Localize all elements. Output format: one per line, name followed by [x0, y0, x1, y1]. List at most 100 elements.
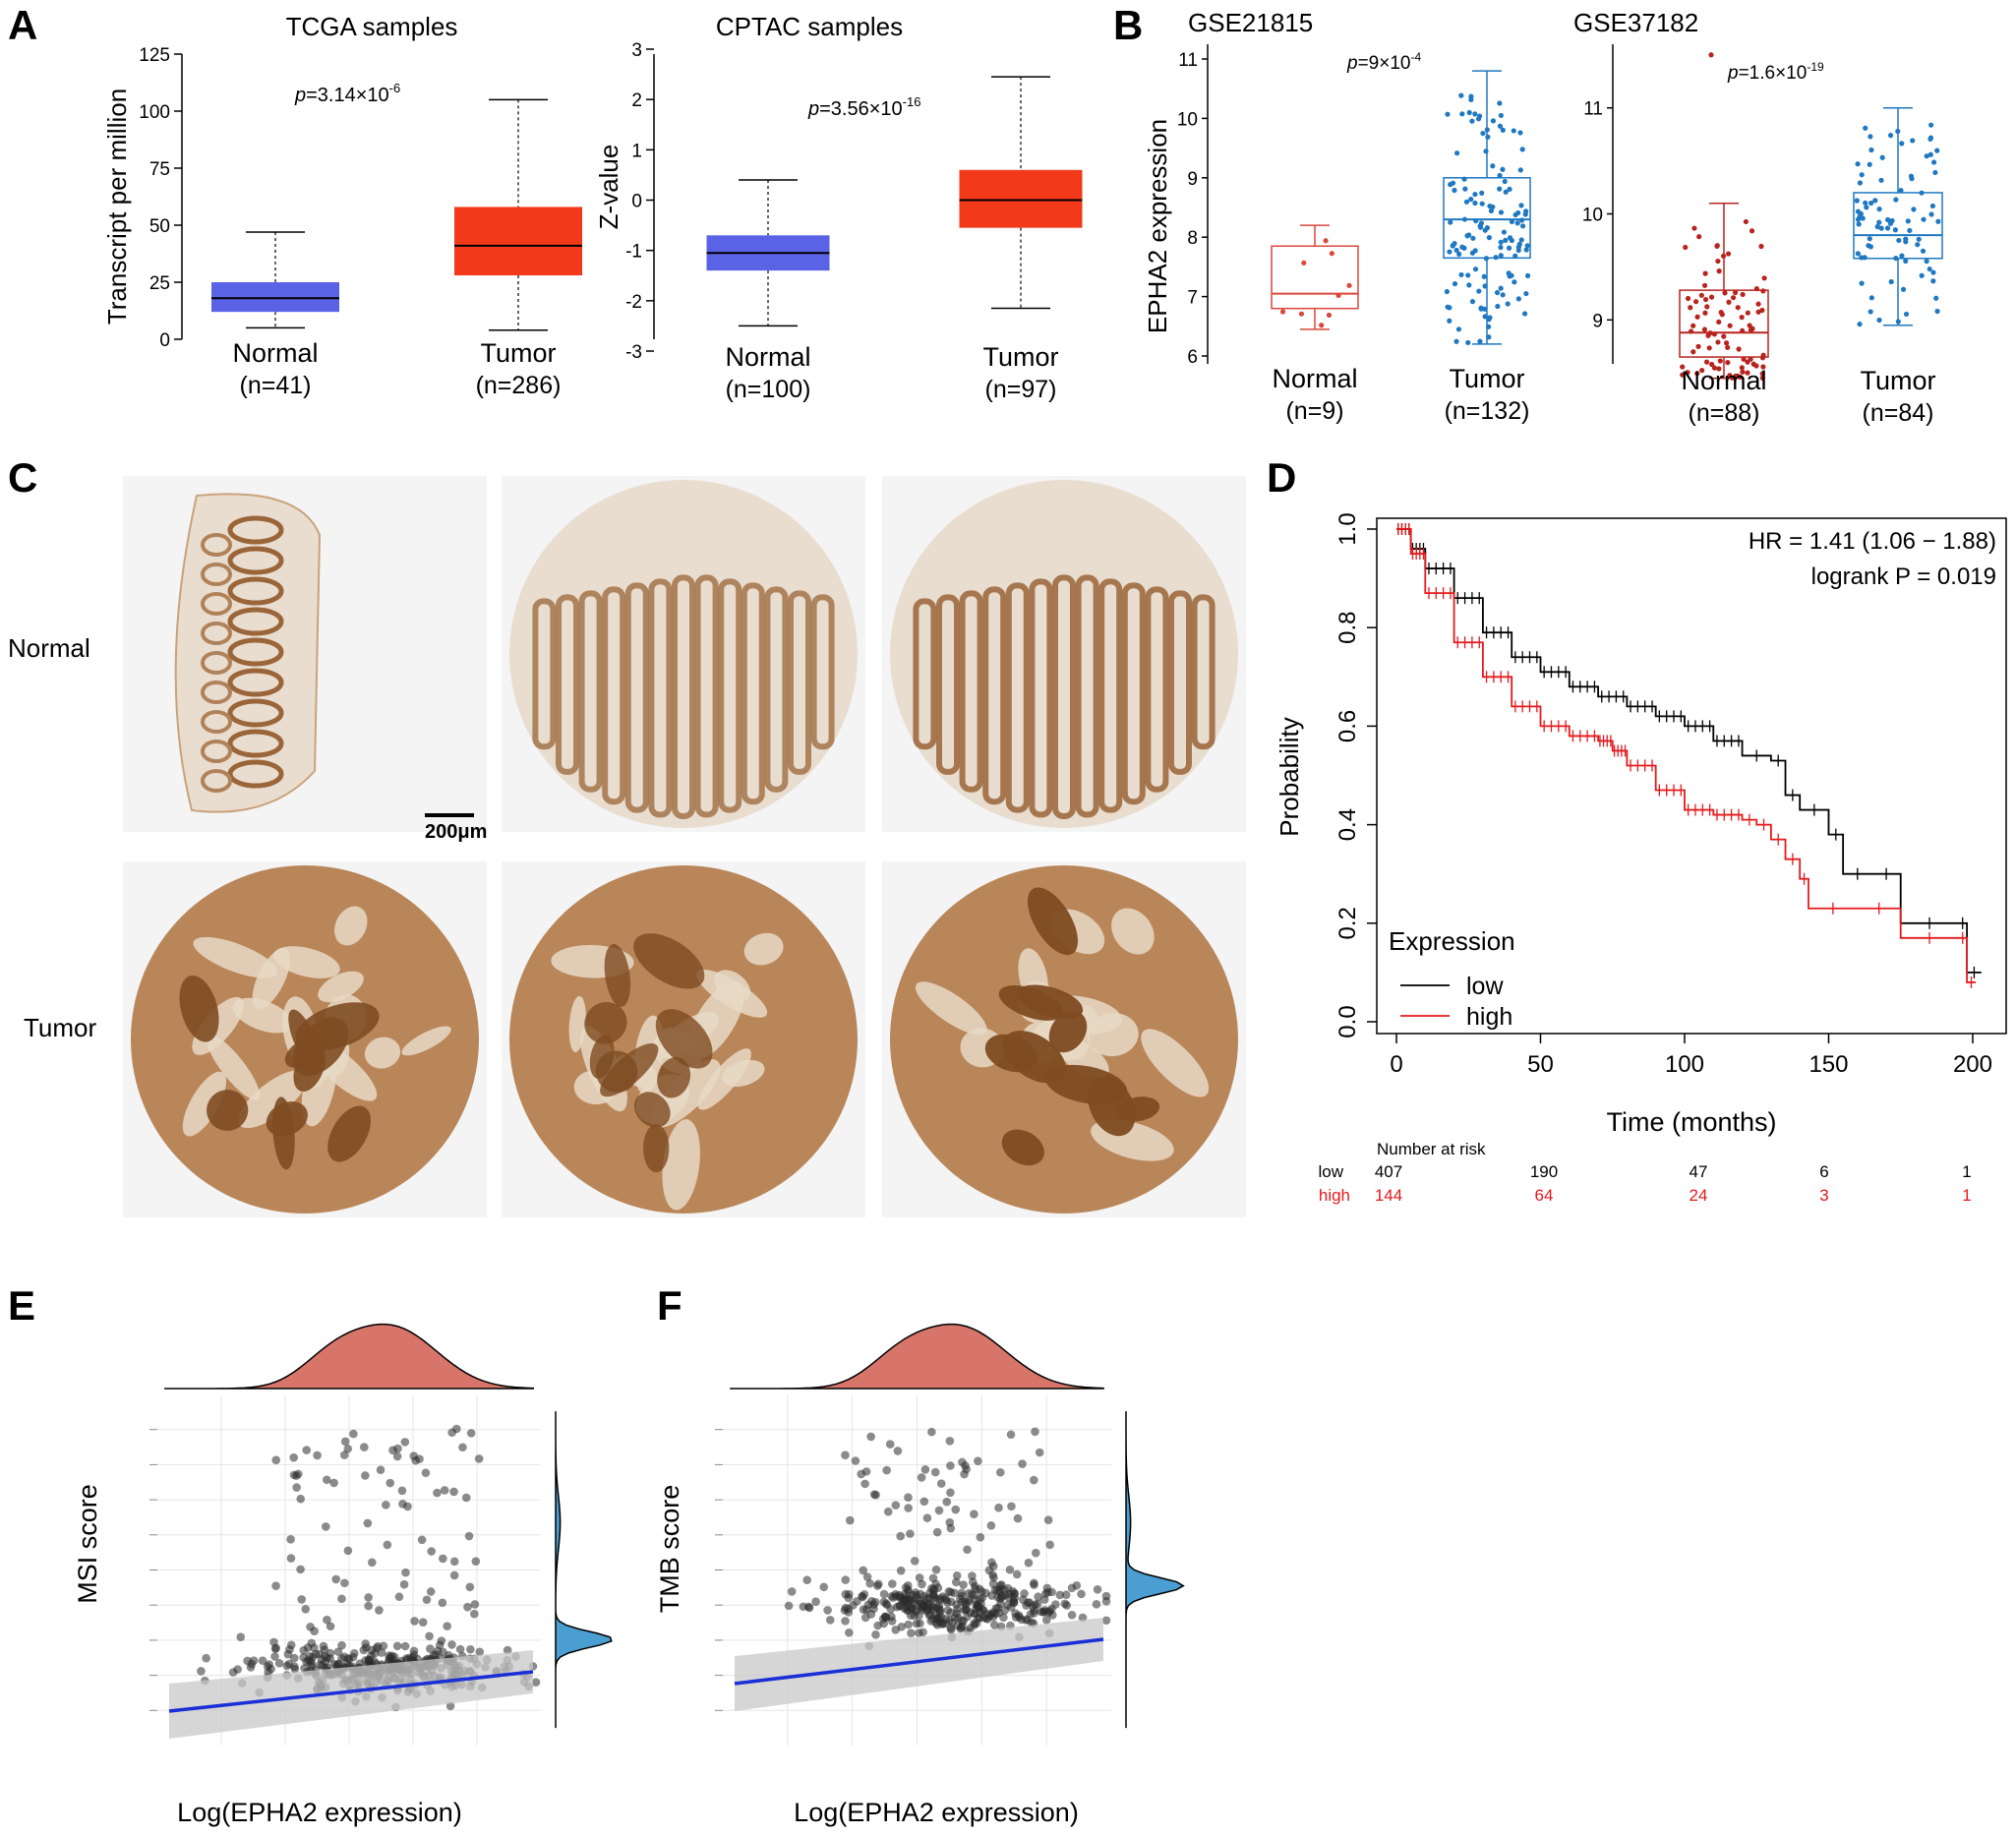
scatter-point: [946, 1461, 955, 1470]
scatter-point: [942, 1497, 952, 1507]
scatter-point: [1035, 1448, 1044, 1457]
scatter-point: [1093, 1585, 1102, 1594]
scatter-point: [987, 1558, 996, 1568]
data-point: [1447, 318, 1453, 324]
scatter-point: [313, 1451, 322, 1460]
scatter-point: [897, 1622, 907, 1631]
y-tick-label: 10: [1582, 206, 1603, 226]
data-point: [1472, 111, 1478, 117]
data-point: [1685, 295, 1691, 302]
data-point: [1495, 303, 1501, 310]
data-point: [1876, 317, 1882, 324]
tumor-gland: [1001, 1129, 1044, 1166]
data-point: [1893, 197, 1899, 203]
stroma-region: [1087, 1013, 1139, 1057]
scatter-point: [318, 1661, 327, 1670]
crypt-column: [1052, 574, 1076, 819]
crypt: [201, 740, 232, 763]
y-tick-label: 0.2: [1334, 907, 1361, 939]
scatter-point: [411, 1455, 420, 1465]
crypt-column: [648, 578, 673, 818]
panel-e-scatter: MSI score Log(EPHA2 expression): [73, 1323, 613, 1827]
panel-c-ihc-grid: [123, 476, 1246, 1217]
data-point: [1935, 218, 1941, 224]
data-point: [1929, 203, 1936, 209]
scatter-point: [936, 1479, 946, 1488]
y-tick-label: 6: [1187, 347, 1198, 368]
scatter-point: [978, 1613, 988, 1623]
data-point: [1934, 148, 1940, 153]
scatter-point: [1067, 1610, 1077, 1620]
data-point: [1521, 311, 1528, 317]
data-point: [1857, 180, 1864, 186]
scatter-point: [236, 1632, 246, 1641]
scatter-point: [388, 1655, 398, 1665]
data-point: [1466, 109, 1472, 116]
scatter-point: [1041, 1616, 1051, 1625]
risk-count-high: 64: [1535, 1186, 1554, 1205]
y-tick-label: -2: [625, 292, 642, 313]
data-point: [1523, 290, 1529, 297]
data-point: [1899, 253, 1905, 259]
scatter-point: [866, 1432, 875, 1442]
scatter-point: [873, 1581, 882, 1590]
scatter-point: [376, 1465, 385, 1475]
scatter-point: [1077, 1589, 1086, 1599]
crypt-column: [764, 586, 789, 793]
data-point: [1472, 191, 1478, 198]
scatter-point: [976, 1532, 985, 1542]
stroma-region: [182, 1071, 227, 1137]
data-point: [1326, 312, 1333, 319]
data-point: [1896, 237, 1902, 244]
scatter-point: [954, 1613, 963, 1623]
scatter-point: [893, 1447, 903, 1455]
marginal-density-side: [1125, 1411, 1185, 1729]
scatter-point: [799, 1602, 808, 1612]
data-point: [1523, 208, 1529, 214]
data-point: [1878, 177, 1884, 183]
scatter-point: [425, 1631, 434, 1641]
data-point: [1481, 273, 1487, 279]
data-point: [1733, 373, 1739, 379]
data-point: [1715, 258, 1721, 265]
scatter-point: [922, 1513, 932, 1522]
crypt-column: [602, 586, 626, 805]
data-point: [1753, 285, 1759, 292]
panel-b-left-yticks: 6 7 8 9 10 11: [1177, 50, 1208, 368]
scatter-point: [896, 1531, 905, 1541]
crypt-column: [810, 594, 835, 750]
scatter-point: [957, 1598, 967, 1607]
data-point: [1910, 138, 1916, 144]
stroma-region: [273, 946, 340, 978]
tissue-core: [509, 480, 858, 828]
scatter-point: [297, 1595, 307, 1604]
scatter-point: [400, 1641, 410, 1651]
data-point: [1868, 309, 1873, 315]
data-point: [1519, 223, 1526, 229]
scatter-point: [881, 1599, 891, 1608]
scatter-point: [293, 1469, 303, 1479]
panel-letter-b: B: [1113, 2, 1143, 48]
data-point: [1745, 370, 1750, 376]
tumor-gland: [1044, 1064, 1128, 1105]
data-point: [1934, 308, 1940, 315]
data-point: [1502, 178, 1508, 185]
data-point: [1505, 301, 1511, 307]
scatter-point: [363, 1518, 373, 1528]
crypt: [227, 637, 284, 667]
data-point: [1690, 349, 1696, 355]
y-tick-label: 0.0: [1334, 1005, 1361, 1037]
crypt-column: [1168, 590, 1192, 775]
data-point: [1730, 295, 1737, 301]
data-point: [1696, 234, 1702, 240]
data-point: [1477, 224, 1484, 230]
tumor-gland: [1048, 1010, 1088, 1053]
data-point: [1518, 237, 1524, 243]
scatter-point: [904, 1581, 913, 1590]
scatter-point: [918, 1579, 926, 1589]
scatter-point: [258, 1656, 267, 1666]
panel-f-scatter: TMB score Log(EPHA2 expression): [655, 1323, 1185, 1827]
scatter-point: [392, 1641, 402, 1651]
data-point: [1482, 306, 1488, 312]
